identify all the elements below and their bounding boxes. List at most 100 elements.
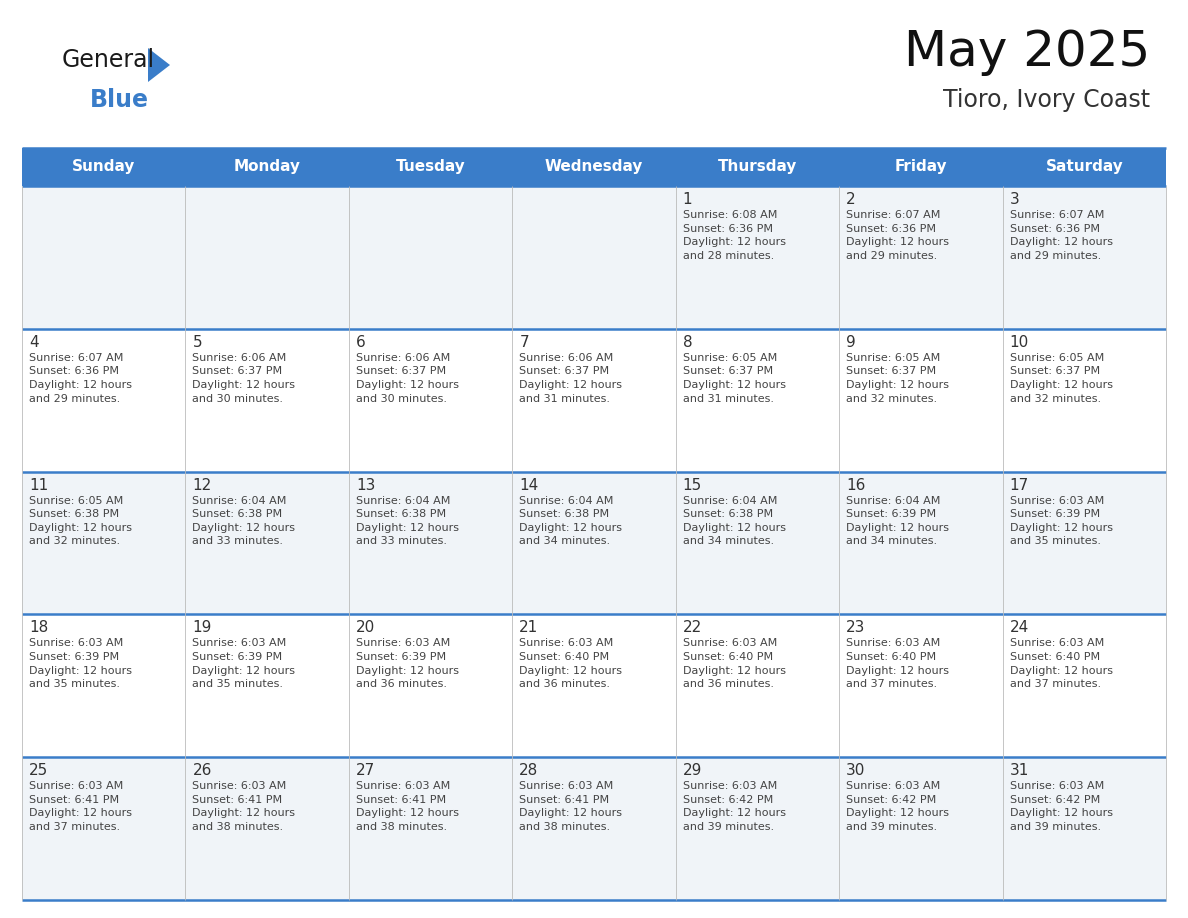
- Text: Sunrise: 6:07 AM
Sunset: 6:36 PM
Daylight: 12 hours
and 29 minutes.: Sunrise: 6:07 AM Sunset: 6:36 PM Dayligh…: [846, 210, 949, 261]
- Bar: [23, 148, 185, 186]
- Text: 2: 2: [846, 192, 855, 207]
- Bar: [839, 614, 1003, 757]
- Text: Tioro, Ivory Coast: Tioro, Ivory Coast: [943, 88, 1150, 112]
- Text: 14: 14: [519, 477, 538, 493]
- Text: 5: 5: [192, 335, 202, 350]
- Text: Sunrise: 6:03 AM
Sunset: 6:41 PM
Daylight: 12 hours
and 38 minutes.: Sunrise: 6:03 AM Sunset: 6:41 PM Dayligh…: [519, 781, 623, 832]
- Text: 3: 3: [1010, 192, 1019, 207]
- Text: Thursday: Thursday: [718, 160, 797, 174]
- Bar: [23, 757, 185, 900]
- Text: Sunrise: 6:03 AM
Sunset: 6:40 PM
Daylight: 12 hours
and 37 minutes.: Sunrise: 6:03 AM Sunset: 6:40 PM Dayligh…: [1010, 638, 1113, 689]
- Text: Sunrise: 6:03 AM
Sunset: 6:42 PM
Daylight: 12 hours
and 39 minutes.: Sunrise: 6:03 AM Sunset: 6:42 PM Dayligh…: [846, 781, 949, 832]
- Polygon shape: [148, 48, 170, 82]
- Bar: [676, 757, 839, 900]
- Text: 17: 17: [1010, 477, 1029, 493]
- Text: Sunrise: 6:03 AM
Sunset: 6:41 PM
Daylight: 12 hours
and 37 minutes.: Sunrise: 6:03 AM Sunset: 6:41 PM Dayligh…: [29, 781, 132, 832]
- Text: Sunrise: 6:08 AM
Sunset: 6:36 PM
Daylight: 12 hours
and 28 minutes.: Sunrise: 6:08 AM Sunset: 6:36 PM Dayligh…: [683, 210, 785, 261]
- Text: Sunrise: 6:07 AM
Sunset: 6:36 PM
Daylight: 12 hours
and 29 minutes.: Sunrise: 6:07 AM Sunset: 6:36 PM Dayligh…: [29, 353, 132, 404]
- Text: Sunrise: 6:06 AM
Sunset: 6:37 PM
Daylight: 12 hours
and 30 minutes.: Sunrise: 6:06 AM Sunset: 6:37 PM Dayligh…: [356, 353, 459, 404]
- Bar: [349, 186, 512, 329]
- Text: Sunrise: 6:03 AM
Sunset: 6:39 PM
Daylight: 12 hours
and 35 minutes.: Sunrise: 6:03 AM Sunset: 6:39 PM Dayligh…: [29, 638, 132, 689]
- Text: 10: 10: [1010, 335, 1029, 350]
- Bar: [185, 757, 349, 900]
- Text: Sunrise: 6:04 AM
Sunset: 6:38 PM
Daylight: 12 hours
and 33 minutes.: Sunrise: 6:04 AM Sunset: 6:38 PM Dayligh…: [192, 496, 296, 546]
- Bar: [1003, 148, 1165, 186]
- Text: Blue: Blue: [90, 88, 148, 112]
- Text: 24: 24: [1010, 621, 1029, 635]
- Bar: [512, 186, 676, 329]
- Text: Sunrise: 6:03 AM
Sunset: 6:41 PM
Daylight: 12 hours
and 38 minutes.: Sunrise: 6:03 AM Sunset: 6:41 PM Dayligh…: [192, 781, 296, 832]
- Text: 4: 4: [29, 335, 39, 350]
- Bar: [185, 148, 349, 186]
- Bar: [676, 472, 839, 614]
- Text: Monday: Monday: [234, 160, 301, 174]
- Bar: [349, 472, 512, 614]
- Bar: [839, 757, 1003, 900]
- Bar: [512, 614, 676, 757]
- Text: Wednesday: Wednesday: [545, 160, 643, 174]
- Bar: [1003, 757, 1165, 900]
- Bar: [23, 329, 185, 472]
- Text: 12: 12: [192, 477, 211, 493]
- Text: May 2025: May 2025: [904, 28, 1150, 76]
- Text: Sunrise: 6:03 AM
Sunset: 6:39 PM
Daylight: 12 hours
and 35 minutes.: Sunrise: 6:03 AM Sunset: 6:39 PM Dayligh…: [192, 638, 296, 689]
- Text: 11: 11: [29, 477, 49, 493]
- Bar: [23, 614, 185, 757]
- Bar: [185, 329, 349, 472]
- Text: Sunrise: 6:05 AM
Sunset: 6:37 PM
Daylight: 12 hours
and 31 minutes.: Sunrise: 6:05 AM Sunset: 6:37 PM Dayligh…: [683, 353, 785, 404]
- Text: 19: 19: [192, 621, 211, 635]
- Bar: [512, 148, 676, 186]
- Text: 27: 27: [356, 763, 375, 778]
- Text: Sunrise: 6:03 AM
Sunset: 6:40 PM
Daylight: 12 hours
and 36 minutes.: Sunrise: 6:03 AM Sunset: 6:40 PM Dayligh…: [683, 638, 785, 689]
- Text: 25: 25: [29, 763, 49, 778]
- Text: Sunrise: 6:05 AM
Sunset: 6:38 PM
Daylight: 12 hours
and 32 minutes.: Sunrise: 6:05 AM Sunset: 6:38 PM Dayligh…: [29, 496, 132, 546]
- Bar: [23, 186, 185, 329]
- Text: Sunrise: 6:03 AM
Sunset: 6:39 PM
Daylight: 12 hours
and 36 minutes.: Sunrise: 6:03 AM Sunset: 6:39 PM Dayligh…: [356, 638, 459, 689]
- Text: Sunrise: 6:06 AM
Sunset: 6:37 PM
Daylight: 12 hours
and 31 minutes.: Sunrise: 6:06 AM Sunset: 6:37 PM Dayligh…: [519, 353, 623, 404]
- Text: Saturday: Saturday: [1045, 160, 1123, 174]
- Text: 23: 23: [846, 621, 866, 635]
- Bar: [839, 329, 1003, 472]
- Bar: [512, 757, 676, 900]
- Text: Sunrise: 6:04 AM
Sunset: 6:38 PM
Daylight: 12 hours
and 33 minutes.: Sunrise: 6:04 AM Sunset: 6:38 PM Dayligh…: [356, 496, 459, 546]
- Text: 8: 8: [683, 335, 693, 350]
- Bar: [349, 757, 512, 900]
- Text: 26: 26: [192, 763, 211, 778]
- Bar: [512, 329, 676, 472]
- Text: 28: 28: [519, 763, 538, 778]
- Text: 22: 22: [683, 621, 702, 635]
- Bar: [185, 614, 349, 757]
- Bar: [676, 329, 839, 472]
- Text: 31: 31: [1010, 763, 1029, 778]
- Text: Sunrise: 6:04 AM
Sunset: 6:38 PM
Daylight: 12 hours
and 34 minutes.: Sunrise: 6:04 AM Sunset: 6:38 PM Dayligh…: [683, 496, 785, 546]
- Text: Sunday: Sunday: [72, 160, 135, 174]
- Text: 1: 1: [683, 192, 693, 207]
- Text: Sunrise: 6:05 AM
Sunset: 6:37 PM
Daylight: 12 hours
and 32 minutes.: Sunrise: 6:05 AM Sunset: 6:37 PM Dayligh…: [1010, 353, 1113, 404]
- Text: Sunrise: 6:03 AM
Sunset: 6:39 PM
Daylight: 12 hours
and 35 minutes.: Sunrise: 6:03 AM Sunset: 6:39 PM Dayligh…: [1010, 496, 1113, 546]
- Text: 16: 16: [846, 477, 866, 493]
- Text: 9: 9: [846, 335, 855, 350]
- Bar: [512, 472, 676, 614]
- Bar: [676, 186, 839, 329]
- Text: Tuesday: Tuesday: [396, 160, 466, 174]
- Text: General: General: [62, 48, 156, 72]
- Text: 21: 21: [519, 621, 538, 635]
- Bar: [676, 148, 839, 186]
- Bar: [349, 329, 512, 472]
- Bar: [839, 186, 1003, 329]
- Bar: [349, 148, 512, 186]
- Text: 18: 18: [29, 621, 49, 635]
- Text: 7: 7: [519, 335, 529, 350]
- Bar: [839, 148, 1003, 186]
- Text: Sunrise: 6:06 AM
Sunset: 6:37 PM
Daylight: 12 hours
and 30 minutes.: Sunrise: 6:06 AM Sunset: 6:37 PM Dayligh…: [192, 353, 296, 404]
- Bar: [185, 186, 349, 329]
- Text: Friday: Friday: [895, 160, 947, 174]
- Text: 15: 15: [683, 477, 702, 493]
- Text: Sunrise: 6:03 AM
Sunset: 6:40 PM
Daylight: 12 hours
and 37 minutes.: Sunrise: 6:03 AM Sunset: 6:40 PM Dayligh…: [846, 638, 949, 689]
- Bar: [1003, 614, 1165, 757]
- Text: 20: 20: [356, 621, 375, 635]
- Bar: [185, 472, 349, 614]
- Bar: [1003, 329, 1165, 472]
- Text: Sunrise: 6:04 AM
Sunset: 6:39 PM
Daylight: 12 hours
and 34 minutes.: Sunrise: 6:04 AM Sunset: 6:39 PM Dayligh…: [846, 496, 949, 546]
- Bar: [349, 614, 512, 757]
